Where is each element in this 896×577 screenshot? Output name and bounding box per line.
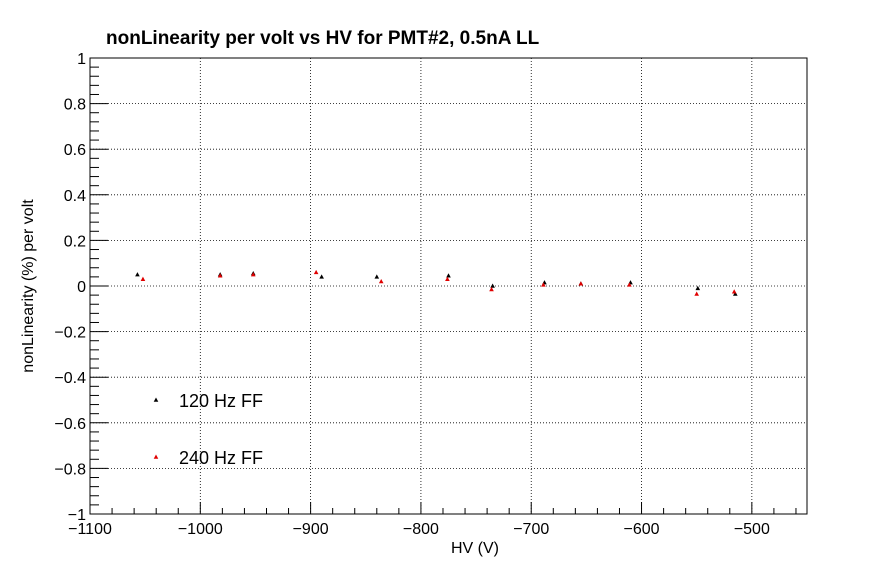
legend-entry-240hz: 240 Hz FF xyxy=(153,448,263,468)
data-point-240hz xyxy=(378,278,384,284)
data-point-240hz xyxy=(694,291,699,296)
legend-marker-120hz xyxy=(153,397,159,402)
legend: 120 Hz FF 240 Hz FF xyxy=(153,391,263,468)
y-tick-label: 0.2 xyxy=(64,233,86,250)
data-point-240hz xyxy=(250,272,256,277)
y-axis-label: nonLinearity (%) per volt xyxy=(20,199,37,373)
data-point-120hz xyxy=(374,274,380,279)
y-tick-label: 0.4 xyxy=(64,188,86,205)
x-tick-label: −500 xyxy=(734,521,770,538)
data-point-240hz xyxy=(627,282,632,287)
axis-ticks xyxy=(89,57,797,515)
x-tick-label: −1000 xyxy=(178,521,223,538)
x-tick-label: −1100 xyxy=(68,521,112,538)
y-tick-label: −0.2 xyxy=(54,325,86,342)
grid xyxy=(90,58,807,514)
data-point-240hz xyxy=(541,282,546,287)
data-point-120hz xyxy=(446,273,451,278)
legend-label-120hz: 120 Hz FF xyxy=(179,391,263,411)
data-point-240hz xyxy=(313,269,319,275)
legend-label-240hz: 240 Hz FF xyxy=(179,448,263,468)
x-axis-label: HV (V) xyxy=(451,540,499,557)
data-point-120hz xyxy=(135,272,140,277)
data-point-240hz xyxy=(489,286,494,292)
x-tick-label: −700 xyxy=(513,521,549,538)
y-tick-label: −0.6 xyxy=(54,416,86,433)
chart-title: nonLinearity per volt vs HV for PMT#2, 0… xyxy=(106,28,540,49)
x-tick-label: −600 xyxy=(624,521,660,538)
legend-marker-240hz xyxy=(153,454,159,459)
x-tick-label: −800 xyxy=(403,521,439,538)
data-point-240hz xyxy=(217,273,223,278)
legend-entry-120hz: 120 Hz FF xyxy=(153,391,263,411)
y-tick-label: 1 xyxy=(77,51,86,68)
data-point-120hz xyxy=(490,283,495,288)
data-point-120hz xyxy=(695,285,701,291)
y-tick-label: 0.8 xyxy=(64,97,86,114)
data-point-240hz xyxy=(578,281,584,286)
y-tick-label: −1 xyxy=(68,507,86,524)
x-tick-label: −900 xyxy=(293,521,329,538)
tick-labels: −1100 −1000 −900 −800 −700 −600 −500 −1 −0.8 −0.6… xyxy=(54,51,770,538)
data-point-120hz xyxy=(733,291,738,296)
data-point-120hz xyxy=(319,274,324,279)
data-point-240hz xyxy=(140,276,146,281)
data-point-240hz xyxy=(731,289,737,294)
y-tick-label: 0 xyxy=(77,279,86,296)
y-tick-label: −0.4 xyxy=(54,370,86,387)
data-points xyxy=(135,269,738,296)
y-tick-label: 0.6 xyxy=(64,142,86,159)
data-point-240hz xyxy=(445,276,450,281)
y-tick-label: −0.8 xyxy=(54,461,86,478)
